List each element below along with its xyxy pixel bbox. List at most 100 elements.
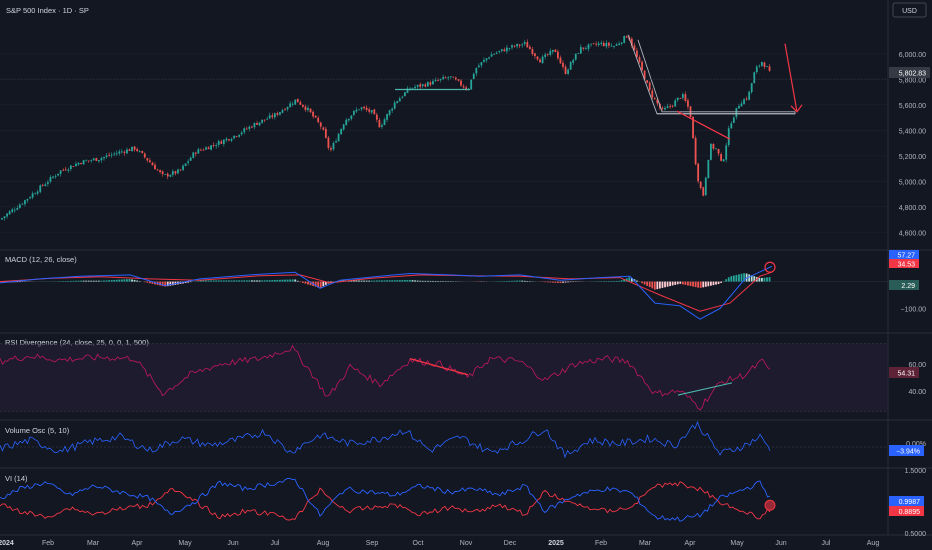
macd-histogram-bar xyxy=(704,281,707,287)
macd-histogram-bar xyxy=(200,280,202,282)
symbol-title[interactable]: S&P 500 Index · 1D · SP xyxy=(6,6,89,15)
macd-value-label: 57.27 xyxy=(897,253,915,260)
candle-body xyxy=(126,149,128,154)
candle-body xyxy=(154,164,156,170)
candle-body xyxy=(511,45,513,48)
macd-histogram-bar xyxy=(330,281,332,283)
candle-body xyxy=(189,157,192,161)
macd-histogram-bar xyxy=(279,279,281,282)
macd-histogram-bar xyxy=(743,273,745,282)
macd-histogram-bar xyxy=(149,281,151,284)
candle-body xyxy=(551,49,554,52)
macd-histogram-bar xyxy=(151,281,154,284)
time-axis[interactable]: 2024 Feb Mar Apr May Jun Jul Aug Sep Oct Nov Dec 202… xyxy=(0,540,879,547)
candle-body xyxy=(309,108,312,113)
candle-body xyxy=(750,83,753,93)
candle-body xyxy=(600,42,603,44)
macd-pane[interactable] xyxy=(0,261,888,320)
vi-pane[interactable] xyxy=(0,478,776,522)
candle-body xyxy=(26,198,29,201)
candle-body xyxy=(643,70,646,80)
candle-body xyxy=(261,119,263,123)
macd-histogram-bar xyxy=(567,281,569,283)
macd-histogram-bar xyxy=(324,281,327,285)
candle-body xyxy=(406,88,409,93)
candle-body xyxy=(526,42,529,48)
candle-body xyxy=(485,58,488,61)
price-pane[interactable] xyxy=(0,34,888,233)
candle-body xyxy=(368,109,371,112)
price-axis[interactable]: 6,000.00 5,800.00 5,600.00 5,400.00 5,200.00… xyxy=(899,52,926,538)
candle-body xyxy=(317,117,320,123)
volume-osc-pane[interactable] xyxy=(0,420,888,459)
rsi-divergence-green xyxy=(677,382,733,396)
candle-body xyxy=(29,197,31,199)
macd-histogram-bar xyxy=(296,280,299,282)
candle-body xyxy=(676,97,679,101)
macd-histogram-bar xyxy=(378,280,381,282)
macd-histogram-bar xyxy=(608,281,610,282)
volosc-title[interactable]: Volume Osc (5, 10) xyxy=(5,426,70,435)
candle-body xyxy=(503,49,506,52)
vi-value-badges: 0.9987 0.8895 xyxy=(889,496,924,516)
candle-body xyxy=(610,45,613,47)
candle-body xyxy=(740,103,743,107)
candle-body xyxy=(87,160,90,162)
macd-histogram-bar xyxy=(669,281,671,287)
macd-histogram-bar xyxy=(406,279,409,282)
macd-histogram-bar xyxy=(381,280,383,282)
macd-histogram-bar xyxy=(240,280,243,282)
candle-body xyxy=(164,174,167,175)
macd-histogram-bar xyxy=(605,281,608,282)
macd-histogram-bar xyxy=(748,274,751,282)
candle-body xyxy=(41,184,44,186)
macd-histogram-bar xyxy=(271,280,274,282)
macd-histogram-bar xyxy=(286,279,289,282)
macd-histogram-bar xyxy=(375,280,378,282)
candle-body xyxy=(120,151,123,153)
macd-histogram-bar xyxy=(245,280,248,282)
macd-histogram-bar xyxy=(712,281,715,286)
candle-body xyxy=(439,78,442,81)
macd-histogram-bar xyxy=(159,281,161,286)
rsi-title[interactable]: RSI Divergence (24, close, 25, 0, 0, 1, … xyxy=(5,338,149,347)
candle-body xyxy=(85,160,88,162)
candle-body xyxy=(669,106,671,107)
price-tick-label: 5,400.00 xyxy=(899,128,926,135)
macd-histogram-bar xyxy=(681,281,684,285)
macd-histogram-bar xyxy=(373,280,376,282)
channel-drawing xyxy=(627,34,796,115)
macd-histogram-bar xyxy=(85,280,88,282)
candle-body xyxy=(49,177,52,182)
currency-label: USD xyxy=(902,8,917,15)
candle-body xyxy=(534,53,536,57)
price-tick-label: 5,000.00 xyxy=(899,179,926,186)
vi-title[interactable]: VI (14) xyxy=(5,474,28,483)
candle-body xyxy=(8,211,11,215)
macd-histogram-bar xyxy=(294,279,297,282)
currency-button[interactable] xyxy=(892,2,927,18)
macd-histogram-bar xyxy=(702,281,705,288)
candle-body xyxy=(294,99,297,105)
macd-title[interactable]: MACD (12, 26, close) xyxy=(5,255,77,264)
candle-body xyxy=(59,170,62,174)
macd-histogram-bar xyxy=(110,280,113,282)
rsi-pane[interactable] xyxy=(0,343,888,412)
macd-histogram-bar xyxy=(564,281,567,283)
candle-body xyxy=(648,82,651,91)
macd-histogram-bar xyxy=(404,280,406,282)
macd-histogram-bar xyxy=(80,280,82,282)
candle-body xyxy=(605,42,608,47)
macd-histogram-bar xyxy=(95,280,98,282)
candle-body xyxy=(358,109,360,111)
macd-histogram-bar xyxy=(526,280,529,282)
candle-body xyxy=(54,176,57,177)
macd-histogram-bar xyxy=(426,280,429,282)
macd-histogram-bar xyxy=(164,281,167,287)
candle-body xyxy=(375,114,378,120)
macd-histogram-bar xyxy=(753,276,756,282)
last-price-badge: 5,802.83 xyxy=(889,67,930,78)
candle-body xyxy=(766,66,768,68)
